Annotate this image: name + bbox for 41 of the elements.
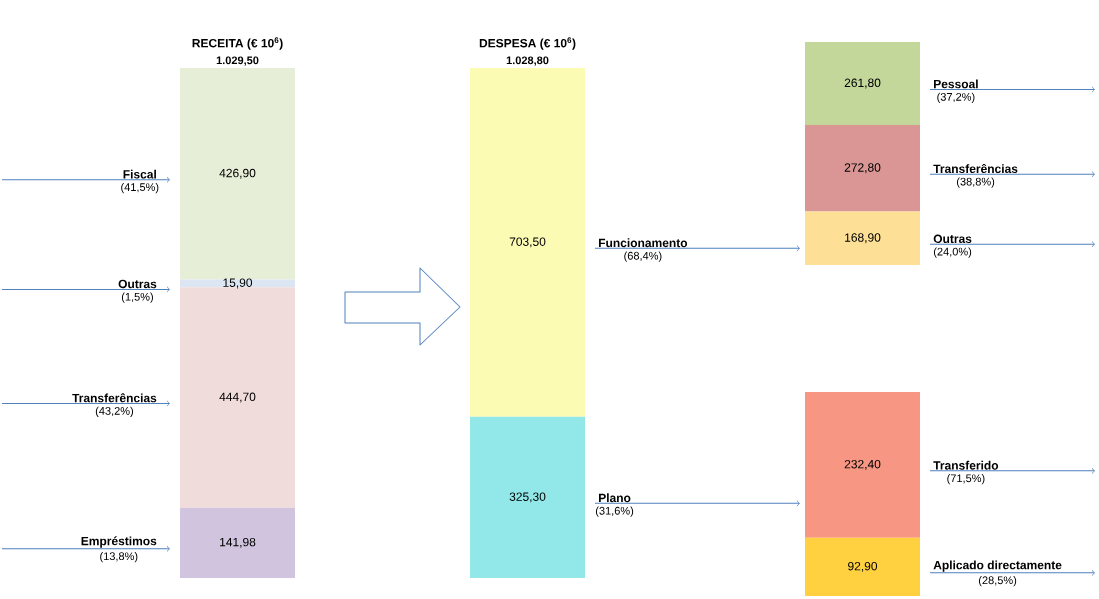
series-label: Pessoal <box>934 79 978 89</box>
data-label: 325,30 <box>509 492 546 503</box>
data-label: 426,90 <box>219 168 256 179</box>
text: (37,2%) <box>937 92 975 103</box>
series-label: Plano <box>599 493 631 503</box>
series-label: Funcionamento <box>599 238 688 248</box>
text: (71,5%) <box>947 474 985 485</box>
bar <box>180 287 296 508</box>
text: (41,5%) <box>121 182 159 194</box>
text: (1,5%) <box>121 292 153 303</box>
text: (68,4%) <box>624 251 662 262</box>
data-label: 15,90 <box>223 278 253 289</box>
series-label: Aplicado directamente <box>933 560 1062 572</box>
series-label: Transferido <box>933 460 999 470</box>
total-label: 1.028,80 <box>506 56 549 66</box>
data-label: 703,50 <box>509 237 546 248</box>
data-label: 232,40 <box>844 459 881 470</box>
series-label: Outras <box>933 234 972 244</box>
data-label: 168,90 <box>845 233 881 244</box>
bar <box>180 279 296 288</box>
series-label: Outras <box>118 279 157 289</box>
total-label: 1.029,50 <box>216 56 259 66</box>
bar <box>180 507 296 578</box>
text: (38,8%) <box>956 177 995 188</box>
data-label: 261,80 <box>844 78 881 89</box>
data-label: 92,90 <box>848 561 878 572</box>
text: (24,0%) <box>933 247 972 258</box>
bar <box>180 67 296 280</box>
data-label: 272,80 <box>844 163 881 174</box>
text: (31,6%) <box>595 506 634 517</box>
series-label: Transferências <box>72 393 157 403</box>
data-label: 444,70 <box>219 392 256 403</box>
text: (28,5%) <box>978 576 1017 587</box>
text: (43,2%) <box>95 406 134 417</box>
text: Fiscal <box>123 169 156 179</box>
series-label: Transferências <box>933 163 1018 174</box>
chart-title: RECEITA (€ 10$^{6}$) <box>192 37 283 50</box>
series-label: Empréstimos <box>81 536 157 548</box>
data-label: 141,98 <box>220 537 256 548</box>
chart-title: DESPESA (€ 10$^{6}$) <box>479 37 576 50</box>
text: (13,8%) <box>100 552 138 563</box>
